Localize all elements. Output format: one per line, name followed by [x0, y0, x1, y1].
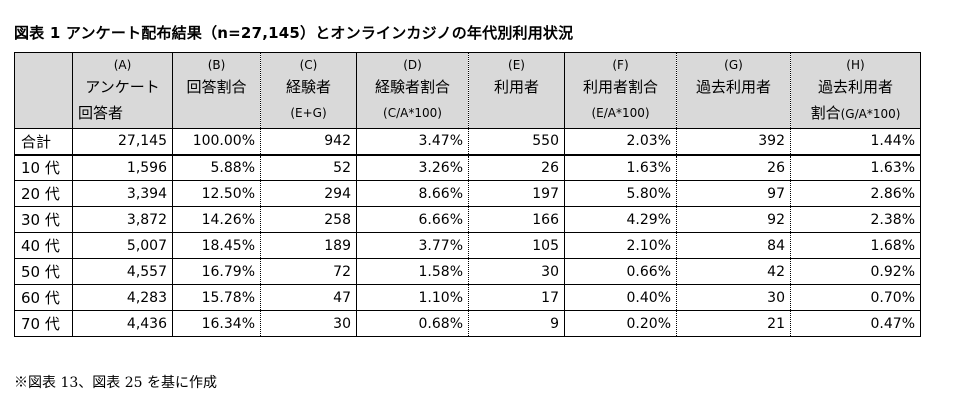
- table-row: 20 代 3,394 12.50% 294 8.66% 197 5.80% 97 2.86%: [14, 180, 921, 207]
- table-cell: 3,872: [72, 206, 173, 233]
- table-cell: 97: [676, 180, 791, 207]
- table-cell: 2.10%: [564, 232, 677, 259]
- table-cell: 942: [260, 128, 357, 156]
- table-cell: 84: [676, 232, 791, 259]
- col-header-b: (B) 回答割合: [172, 52, 261, 129]
- table-cell: 0.20%: [564, 310, 677, 337]
- table-cell: 4.29%: [564, 206, 677, 233]
- col-header-g: (G) 過去利用者: [676, 52, 791, 129]
- table-cell: 21: [676, 310, 791, 337]
- table-cell: 4,557: [72, 258, 173, 285]
- table-title: 図表 1 アンケート配布結果（n=27,145）とオンラインカジノの年代別利用状…: [14, 24, 574, 42]
- table-cell: 1.44%: [790, 128, 921, 156]
- table-cell: 2.38%: [790, 206, 921, 233]
- col-header-a: (A) アンケート 回答者: [72, 52, 173, 129]
- table-cell: 3.26%: [356, 154, 469, 181]
- table-cell: 16.79%: [172, 258, 261, 285]
- col-header-e: (E) 利用者: [468, 52, 565, 129]
- table-cell: 0.70%: [790, 284, 921, 311]
- table-cell: 189: [260, 232, 357, 259]
- table-row: 40 代 5,007 18.45% 189 3.77% 105 2.10% 84 1.68%: [14, 232, 921, 259]
- table-cell: 18.45%: [172, 232, 261, 259]
- table-cell: 105: [468, 232, 565, 259]
- table-row: 合計 27,145 100.00% 942 3.47% 550 2.03% 392 1.44%: [14, 128, 921, 156]
- table-cell: 3.47%: [356, 128, 469, 156]
- table-cell: 27,145: [72, 128, 173, 156]
- table-cell: 17: [468, 284, 565, 311]
- table-cell: 3.77%: [356, 232, 469, 259]
- table-cell: 42: [676, 258, 791, 285]
- table-row: 70 代 4,436 16.34% 30 0.68% 9 0.20% 21 0.47%: [14, 310, 921, 337]
- table-cell: 4,283: [72, 284, 173, 311]
- table-cell: 15.78%: [172, 284, 261, 311]
- table-cell: 0.92%: [790, 258, 921, 285]
- table-cell: 392: [676, 128, 791, 156]
- row-label: 10 代: [14, 154, 73, 181]
- table-cell: 4,436: [72, 310, 173, 337]
- table-row: 50 代 4,557 16.79% 72 1.58% 30 0.66% 42 0.92%: [14, 258, 921, 285]
- table-cell: 0.40%: [564, 284, 677, 311]
- table-cell: 197: [468, 180, 565, 207]
- table-cell: 5.80%: [564, 180, 677, 207]
- source-note: ※図表 13、図表 25 を基に作成: [14, 375, 217, 391]
- row-label: 50 代: [14, 258, 73, 285]
- corner-cell: [14, 52, 73, 129]
- table-cell: 1.58%: [356, 258, 469, 285]
- table-cell: 12.50%: [172, 180, 261, 207]
- row-label: 70 代: [14, 310, 73, 337]
- table-cell: 1,596: [72, 154, 173, 181]
- col-header-d: (D) 経験者割合 (C/A*100): [356, 52, 469, 129]
- row-label: 30 代: [14, 206, 73, 233]
- table-cell: 2.86%: [790, 180, 921, 207]
- table-cell: 72: [260, 258, 357, 285]
- table-cell: 26: [676, 154, 791, 181]
- row-label: 合計: [14, 128, 73, 156]
- table-cell: 9: [468, 310, 565, 337]
- table-cell: 30: [468, 258, 565, 285]
- survey-table: (A) アンケート 回答者 (B) 回答割合 (C) 経験者 (E+G) (D)…: [14, 52, 921, 337]
- header-row: (A) アンケート 回答者 (B) 回答割合 (C) 経験者 (E+G) (D)…: [14, 52, 921, 129]
- table-cell: 258: [260, 206, 357, 233]
- table-cell: 2.03%: [564, 128, 677, 156]
- table-cell: 30: [676, 284, 791, 311]
- table-cell: 166: [468, 206, 565, 233]
- table-cell: 294: [260, 180, 357, 207]
- table-cell: 14.26%: [172, 206, 261, 233]
- table-row: 30 代 3,872 14.26% 258 6.66% 166 4.29% 92 2.38%: [14, 206, 921, 233]
- table-cell: 8.66%: [356, 180, 469, 207]
- table-cell: 0.47%: [790, 310, 921, 337]
- table-cell: 550: [468, 128, 565, 156]
- table-cell: 1.68%: [790, 232, 921, 259]
- table-cell: 1.63%: [790, 154, 921, 181]
- table-cell: 1.63%: [564, 154, 677, 181]
- table-cell: 30: [260, 310, 357, 337]
- row-label: 20 代: [14, 180, 73, 207]
- table-cell: 92: [676, 206, 791, 233]
- col-header-h: (H) 過去利用者 割合(G/A*100): [790, 52, 921, 129]
- table-cell: 52: [260, 154, 357, 181]
- table-cell: 26: [468, 154, 565, 181]
- col-header-c: (C) 経験者 (E+G): [260, 52, 357, 129]
- table-cell: 6.66%: [356, 206, 469, 233]
- table-cell: 0.66%: [564, 258, 677, 285]
- table-cell: 0.68%: [356, 310, 469, 337]
- table-cell: 1.10%: [356, 284, 469, 311]
- table-cell: 5,007: [72, 232, 173, 259]
- table-cell: 5.88%: [172, 154, 261, 181]
- table-cell: 100.00%: [172, 128, 261, 156]
- table-cell: 3,394: [72, 180, 173, 207]
- row-label: 60 代: [14, 284, 73, 311]
- col-header-f: (F) 利用者割合 (E/A*100): [564, 52, 677, 129]
- table-cell: 47: [260, 284, 357, 311]
- table-cell: 16.34%: [172, 310, 261, 337]
- table-row: 60 代 4,283 15.78% 47 1.10% 17 0.40% 30 0.70%: [14, 284, 921, 311]
- table-row: 10 代 1,596 5.88% 52 3.26% 26 1.63% 26 1.63%: [14, 154, 921, 181]
- row-label: 40 代: [14, 232, 73, 259]
